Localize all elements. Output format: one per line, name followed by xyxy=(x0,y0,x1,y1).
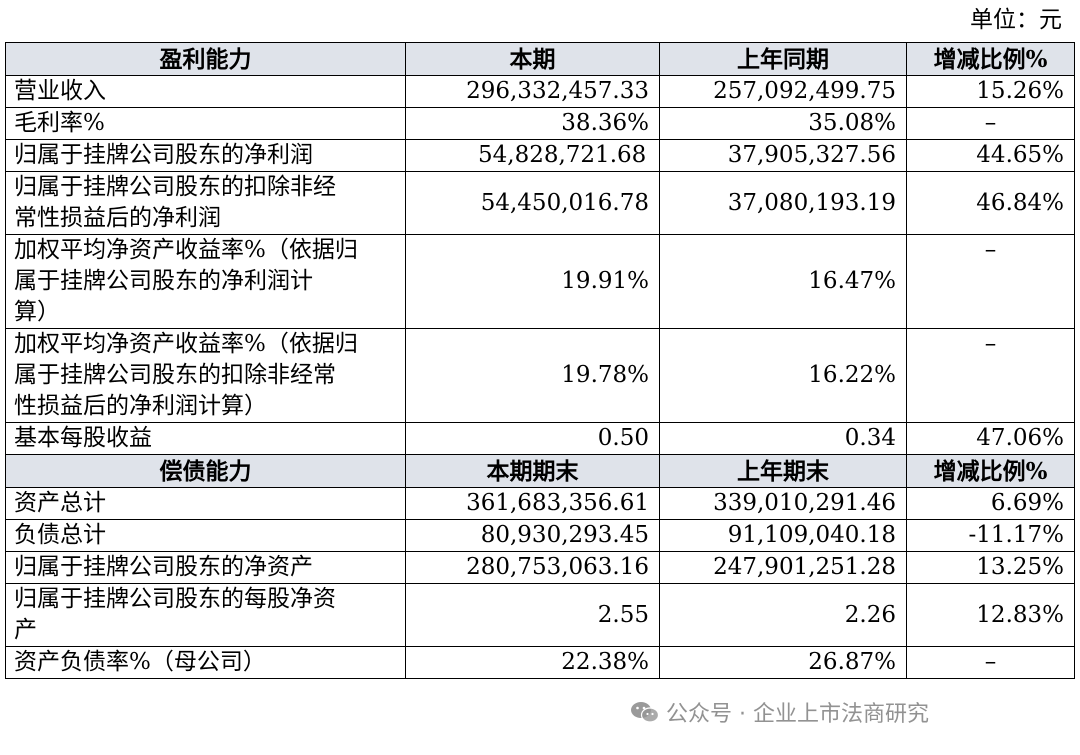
prior-value: 37,905,327.56 xyxy=(659,139,907,172)
column-header: 盈利能力 xyxy=(5,42,406,76)
watermark: 公众号 · 企业上市法商研究 xyxy=(630,696,929,730)
row-label: 负债总计 xyxy=(5,519,406,552)
current-value: 19.78% xyxy=(405,328,660,423)
solvency-header-row: 偿债能力 本期期末 上年期末 增减比例% xyxy=(5,454,1075,488)
table-row: 归属于挂牌公司股东的每股净资 产 2.55 2.26 12.83% xyxy=(5,583,1075,647)
prior-value: 16.47% xyxy=(659,234,907,329)
change-value: – xyxy=(906,328,1075,423)
table-row: 营业收入 296,332,457.33 257,092,499.75 15.26… xyxy=(5,75,1075,108)
row-label-line: 属于挂牌公司股东的扣除非经常 xyxy=(14,362,336,388)
change-value: 13.25% xyxy=(906,551,1075,584)
row-label: 毛利率% xyxy=(5,107,406,140)
change-value: 47.06% xyxy=(906,422,1075,455)
current-value: 54,450,016.78 xyxy=(405,171,660,235)
prior-value: 26.87% xyxy=(659,646,907,679)
column-header: 上年同期 xyxy=(659,42,907,76)
financial-indicators-table: 盈利能力 本期 上年同期 增减比例% 营业收入 296,332,457.33 2… xyxy=(5,42,1075,679)
row-label-line: 产 xyxy=(14,617,37,643)
table-row: 归属于挂牌公司股东的净利润 54,828,721.68 37,905,327.5… xyxy=(5,139,1075,172)
change-value: – xyxy=(906,234,1075,329)
change-value: – xyxy=(906,646,1075,679)
column-header: 本期 xyxy=(405,42,660,76)
row-label-line: 属于挂牌公司股东的净利润计 xyxy=(14,268,313,294)
row-label: 资产总计 xyxy=(5,487,406,520)
current-value: 361,683,356.61 xyxy=(405,487,660,520)
table-row: 归属于挂牌公司股东的扣除非经 常性损益后的净利润 54,450,016.78 3… xyxy=(5,171,1075,235)
current-value: 80,930,293.45 xyxy=(405,519,660,552)
prior-value: 91,109,040.18 xyxy=(659,519,907,552)
unit-label: 单位：元 xyxy=(970,7,1062,33)
change-value: -11.17% xyxy=(906,519,1075,552)
row-label-line: 性损益后的净利润计算） xyxy=(14,393,267,419)
row-label: 营业收入 xyxy=(5,75,406,108)
table-row: 归属于挂牌公司股东的净资产 280,753,063.16 247,901,251… xyxy=(5,551,1075,584)
table-row: 资产负债率%（母公司） 22.38% 26.87% – xyxy=(5,646,1075,679)
table-row: 基本每股收益 0.50 0.34 47.06% xyxy=(5,422,1075,455)
change-value: 44.65% xyxy=(906,139,1075,172)
column-header: 偿债能力 xyxy=(5,454,406,488)
prior-value: 35.08% xyxy=(659,107,907,140)
table-row: 资产总计 361,683,356.61 339,010,291.46 6.69% xyxy=(5,487,1075,520)
row-label: 基本每股收益 xyxy=(5,422,406,455)
row-label-line: 归属于挂牌公司股东的扣除非经 xyxy=(14,174,336,200)
row-label: 归属于挂牌公司股东的净资产 xyxy=(5,551,406,584)
row-label: 归属于挂牌公司股东的每股净资 产 xyxy=(5,583,406,647)
change-value: 46.84% xyxy=(906,171,1075,235)
row-label-line: 加权平均净资产收益率%（依据归 xyxy=(14,237,358,263)
change-value: – xyxy=(906,107,1075,140)
prior-value: 37,080,193.19 xyxy=(659,171,907,235)
prior-value: 257,092,499.75 xyxy=(659,75,907,108)
prior-value: 0.34 xyxy=(659,422,907,455)
wechat-icon xyxy=(630,700,660,730)
table-row: 毛利率% 38.36% 35.08% – xyxy=(5,107,1075,140)
table-row: 负债总计 80,930,293.45 91,109,040.18 -11.17% xyxy=(5,519,1075,552)
change-value: 15.26% xyxy=(906,75,1075,108)
prior-value: 16.22% xyxy=(659,328,907,423)
table-row: 加权平均净资产收益率%（依据归 属于挂牌公司股东的净利润计 算） 19.91% … xyxy=(5,234,1075,329)
row-label-line: 算） xyxy=(14,299,60,325)
current-value: 38.36% xyxy=(405,107,660,140)
row-label-line: 加权平均净资产收益率%（依据归 xyxy=(14,331,358,357)
row-label: 资产负债率%（母公司） xyxy=(5,646,406,679)
row-label: 归属于挂牌公司股东的扣除非经 常性损益后的净利润 xyxy=(5,171,406,235)
current-value: 0.50 xyxy=(405,422,660,455)
change-value: 12.83% xyxy=(906,583,1075,647)
current-value: 54,828,721.68 xyxy=(405,139,660,172)
current-value: 2.55 xyxy=(405,583,660,647)
column-header: 增减比例% xyxy=(906,454,1075,488)
row-label: 加权平均净资产收益率%（依据归 属于挂牌公司股东的扣除非经常 性损益后的净利润计… xyxy=(5,328,406,423)
change-value: 6.69% xyxy=(906,487,1075,520)
prior-value: 339,010,291.46 xyxy=(659,487,907,520)
table-row: 加权平均净资产收益率%（依据归 属于挂牌公司股东的扣除非经常 性损益后的净利润计… xyxy=(5,328,1075,423)
row-label: 加权平均净资产收益率%（依据归 属于挂牌公司股东的净利润计 算） xyxy=(5,234,406,329)
watermark-text: 公众号 · 企业上市法商研究 xyxy=(666,702,929,727)
column-header: 增减比例% xyxy=(906,42,1075,76)
current-value: 296,332,457.33 xyxy=(405,75,660,108)
prior-value: 247,901,251.28 xyxy=(659,551,907,584)
profit-header-row: 盈利能力 本期 上年同期 增减比例% xyxy=(5,42,1075,76)
row-label: 归属于挂牌公司股东的净利润 xyxy=(5,139,406,172)
row-label-line: 归属于挂牌公司股东的每股净资 xyxy=(14,586,336,612)
column-header: 本期期末 xyxy=(405,454,660,488)
current-value: 280,753,063.16 xyxy=(405,551,660,584)
current-value: 22.38% xyxy=(405,646,660,679)
prior-value: 2.26 xyxy=(659,583,907,647)
current-value: 19.91% xyxy=(405,234,660,329)
row-label-line: 常性损益后的净利润 xyxy=(14,205,221,231)
column-header: 上年期末 xyxy=(659,454,907,488)
